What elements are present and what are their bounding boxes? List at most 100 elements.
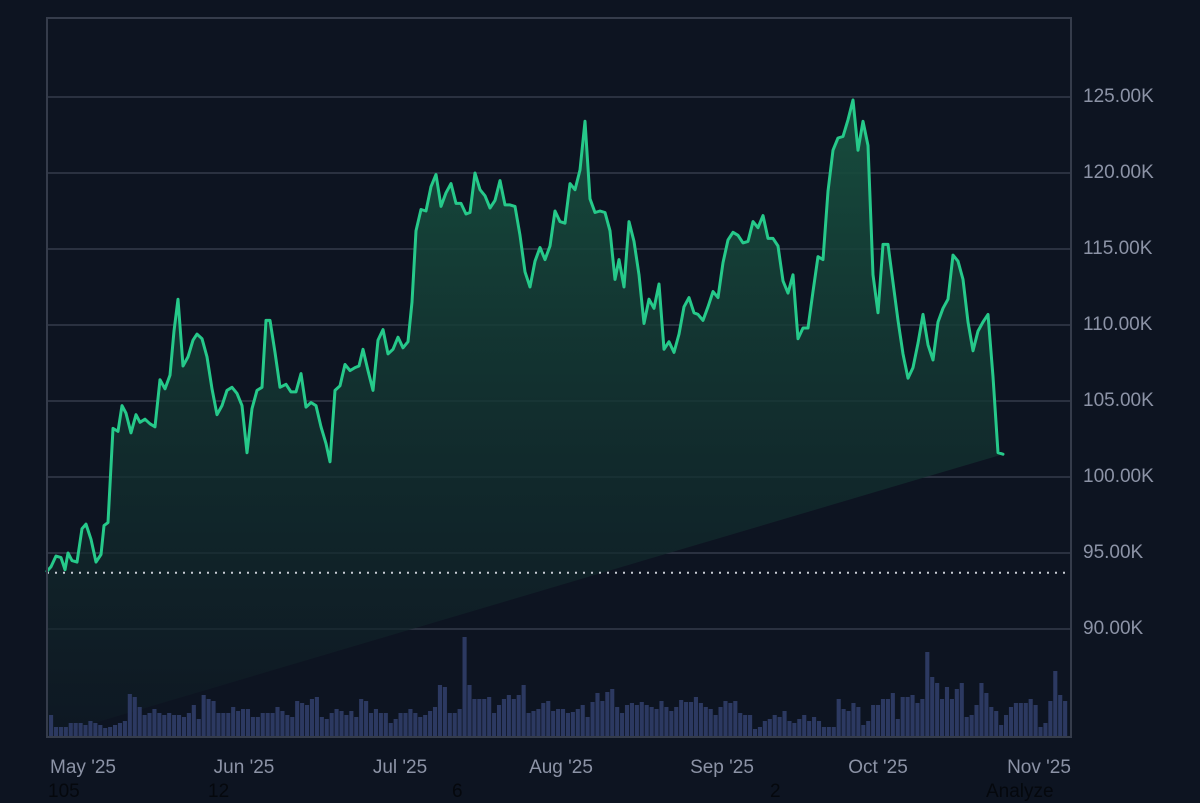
analyze-button[interactable]: Analyze <box>986 781 1054 802</box>
volume-bar <box>354 717 359 737</box>
volume-bar <box>802 715 807 737</box>
volume-bar <box>142 715 147 737</box>
volume-bar <box>334 709 339 737</box>
volume-bar <box>964 717 969 737</box>
volume-bar <box>649 707 654 737</box>
volume-bar <box>629 703 634 737</box>
volume-bar <box>1058 695 1063 737</box>
volume-bar <box>748 715 753 737</box>
volume-bar <box>103 728 108 737</box>
volume-bar <box>240 709 246 737</box>
x-tick-label: Aug '25 <box>529 757 593 778</box>
volume-bar <box>910 695 915 737</box>
volume-bar <box>88 721 93 737</box>
volume-bar <box>1063 701 1068 737</box>
volume-bar <box>359 699 364 737</box>
footer-count-6[interactable]: 6 <box>452 781 463 802</box>
volume-bar <box>777 717 782 737</box>
volume-bar <box>191 705 196 737</box>
footer-count-2[interactable]: 2 <box>770 781 781 802</box>
x-tick-label: Sep '25 <box>690 757 754 778</box>
price-line[interactable] <box>45 98 1005 573</box>
volume-bar <box>265 713 270 737</box>
volume-bar <box>885 699 890 737</box>
volume-bar <box>1023 703 1028 737</box>
volume-bar <box>63 727 68 737</box>
volume-bar <box>413 713 418 737</box>
y-tick-label: 90.00K <box>1083 618 1144 639</box>
volume-bar <box>157 713 162 737</box>
volume-bar <box>245 709 251 737</box>
volume-bar <box>98 725 103 737</box>
volume-bar <box>339 711 344 737</box>
volume-bar <box>787 721 792 737</box>
volume-bar <box>167 713 172 737</box>
volume-bar <box>659 701 664 737</box>
volume-bar <box>314 697 319 737</box>
volume-bar <box>718 707 723 737</box>
volume-bar <box>324 719 329 737</box>
volume-bar <box>856 707 861 737</box>
volume-bar <box>68 723 73 737</box>
volume-bar <box>477 699 482 737</box>
volume-bar <box>511 699 516 737</box>
volume-bar <box>570 712 575 737</box>
volume-bar <box>137 707 142 737</box>
volume-bar <box>290 717 295 737</box>
volume-bar <box>206 699 211 737</box>
volume-bar <box>216 713 221 737</box>
y-tick-label: 95.00K <box>1083 542 1144 563</box>
y-tick-label: 105.00K <box>1083 390 1154 411</box>
x-tick-label: Jun '25 <box>213 757 275 778</box>
volume-bar <box>1018 703 1023 737</box>
volume-bar <box>595 693 600 737</box>
volume-bar <box>319 717 324 737</box>
volume-bar <box>255 717 260 737</box>
volume-bar <box>285 715 290 737</box>
volume-bar <box>556 709 561 737</box>
volume-bar <box>979 683 984 737</box>
volume-bar <box>117 723 123 737</box>
volume-bar <box>58 727 63 737</box>
volume-bar <box>53 727 59 737</box>
footer-count-105[interactable]: 105 <box>48 781 80 802</box>
volume-bar <box>723 701 728 737</box>
volume-bar <box>462 637 467 737</box>
volume-bar <box>836 699 841 737</box>
volume-bar <box>871 705 876 737</box>
volume-bar <box>403 713 408 737</box>
x-tick-label: Oct '25 <box>848 757 908 778</box>
volume-bar <box>309 699 315 737</box>
volume-bar <box>122 721 127 737</box>
volume-bar <box>398 713 403 737</box>
volume-bar <box>383 713 388 737</box>
volume-bar <box>733 701 738 737</box>
footer-count-12[interactable]: 12 <box>208 781 230 802</box>
volume-bar <box>270 713 275 737</box>
volume-bar <box>295 701 300 737</box>
volume-bar <box>176 715 182 737</box>
volume-bar <box>792 723 797 737</box>
volume-bar <box>1043 723 1048 737</box>
volume-bar <box>364 701 369 737</box>
volume-bar <box>989 707 994 737</box>
volume-bar <box>974 705 979 737</box>
volume-bar <box>496 705 502 737</box>
volume-bar <box>654 709 659 737</box>
volume-bar <box>880 699 886 737</box>
volume-bar <box>428 711 433 737</box>
volume-bar <box>186 713 191 737</box>
volume-bar <box>610 689 615 737</box>
volume-bar <box>300 703 305 737</box>
volume-bar <box>969 715 974 737</box>
volume-bar <box>349 711 354 737</box>
volume-bar <box>472 699 477 737</box>
volume-bar <box>900 697 905 737</box>
volume-bar <box>693 697 698 737</box>
volume-bar <box>546 701 551 737</box>
volume-bar <box>388 723 393 737</box>
volume-bar <box>782 711 787 737</box>
volume-bar <box>1008 707 1014 737</box>
volume-bar <box>738 713 743 737</box>
